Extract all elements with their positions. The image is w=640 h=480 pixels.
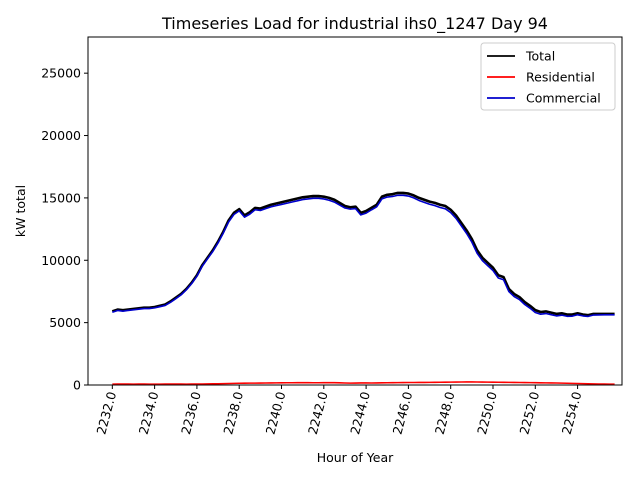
- series-line-commercial: [112, 194, 615, 318]
- y-tick-label: 0: [73, 378, 81, 393]
- y-tick-label: 15000: [41, 190, 81, 205]
- y-tick-label: 20000: [41, 128, 81, 143]
- legend-label-residential: Residential: [526, 70, 595, 85]
- series-lines: [111, 191, 615, 385]
- y-tick-label: 10000: [41, 253, 81, 268]
- series-line-residential: [112, 381, 615, 385]
- y-axis-ticks: 0 5000 10000 15000 20000 25000: [41, 66, 88, 393]
- x-axis-label: Hour of Year: [317, 450, 394, 465]
- legend-box: [480, 42, 616, 111]
- y-tick-label: 5000: [49, 315, 81, 330]
- legend-entries: Total Residential Commercial: [487, 49, 601, 106]
- chart-title: Timeseries Load for industrial ihs0_1247…: [161, 14, 548, 34]
- y-tick-label: 25000: [41, 66, 81, 81]
- legend: Total Residential Commercial: [480, 42, 616, 111]
- legend-label-total: Total: [525, 49, 555, 64]
- y-axis-label: kW total: [13, 185, 28, 237]
- plot-frame: [87, 36, 623, 386]
- legend-label-commercial: Commercial: [526, 91, 601, 106]
